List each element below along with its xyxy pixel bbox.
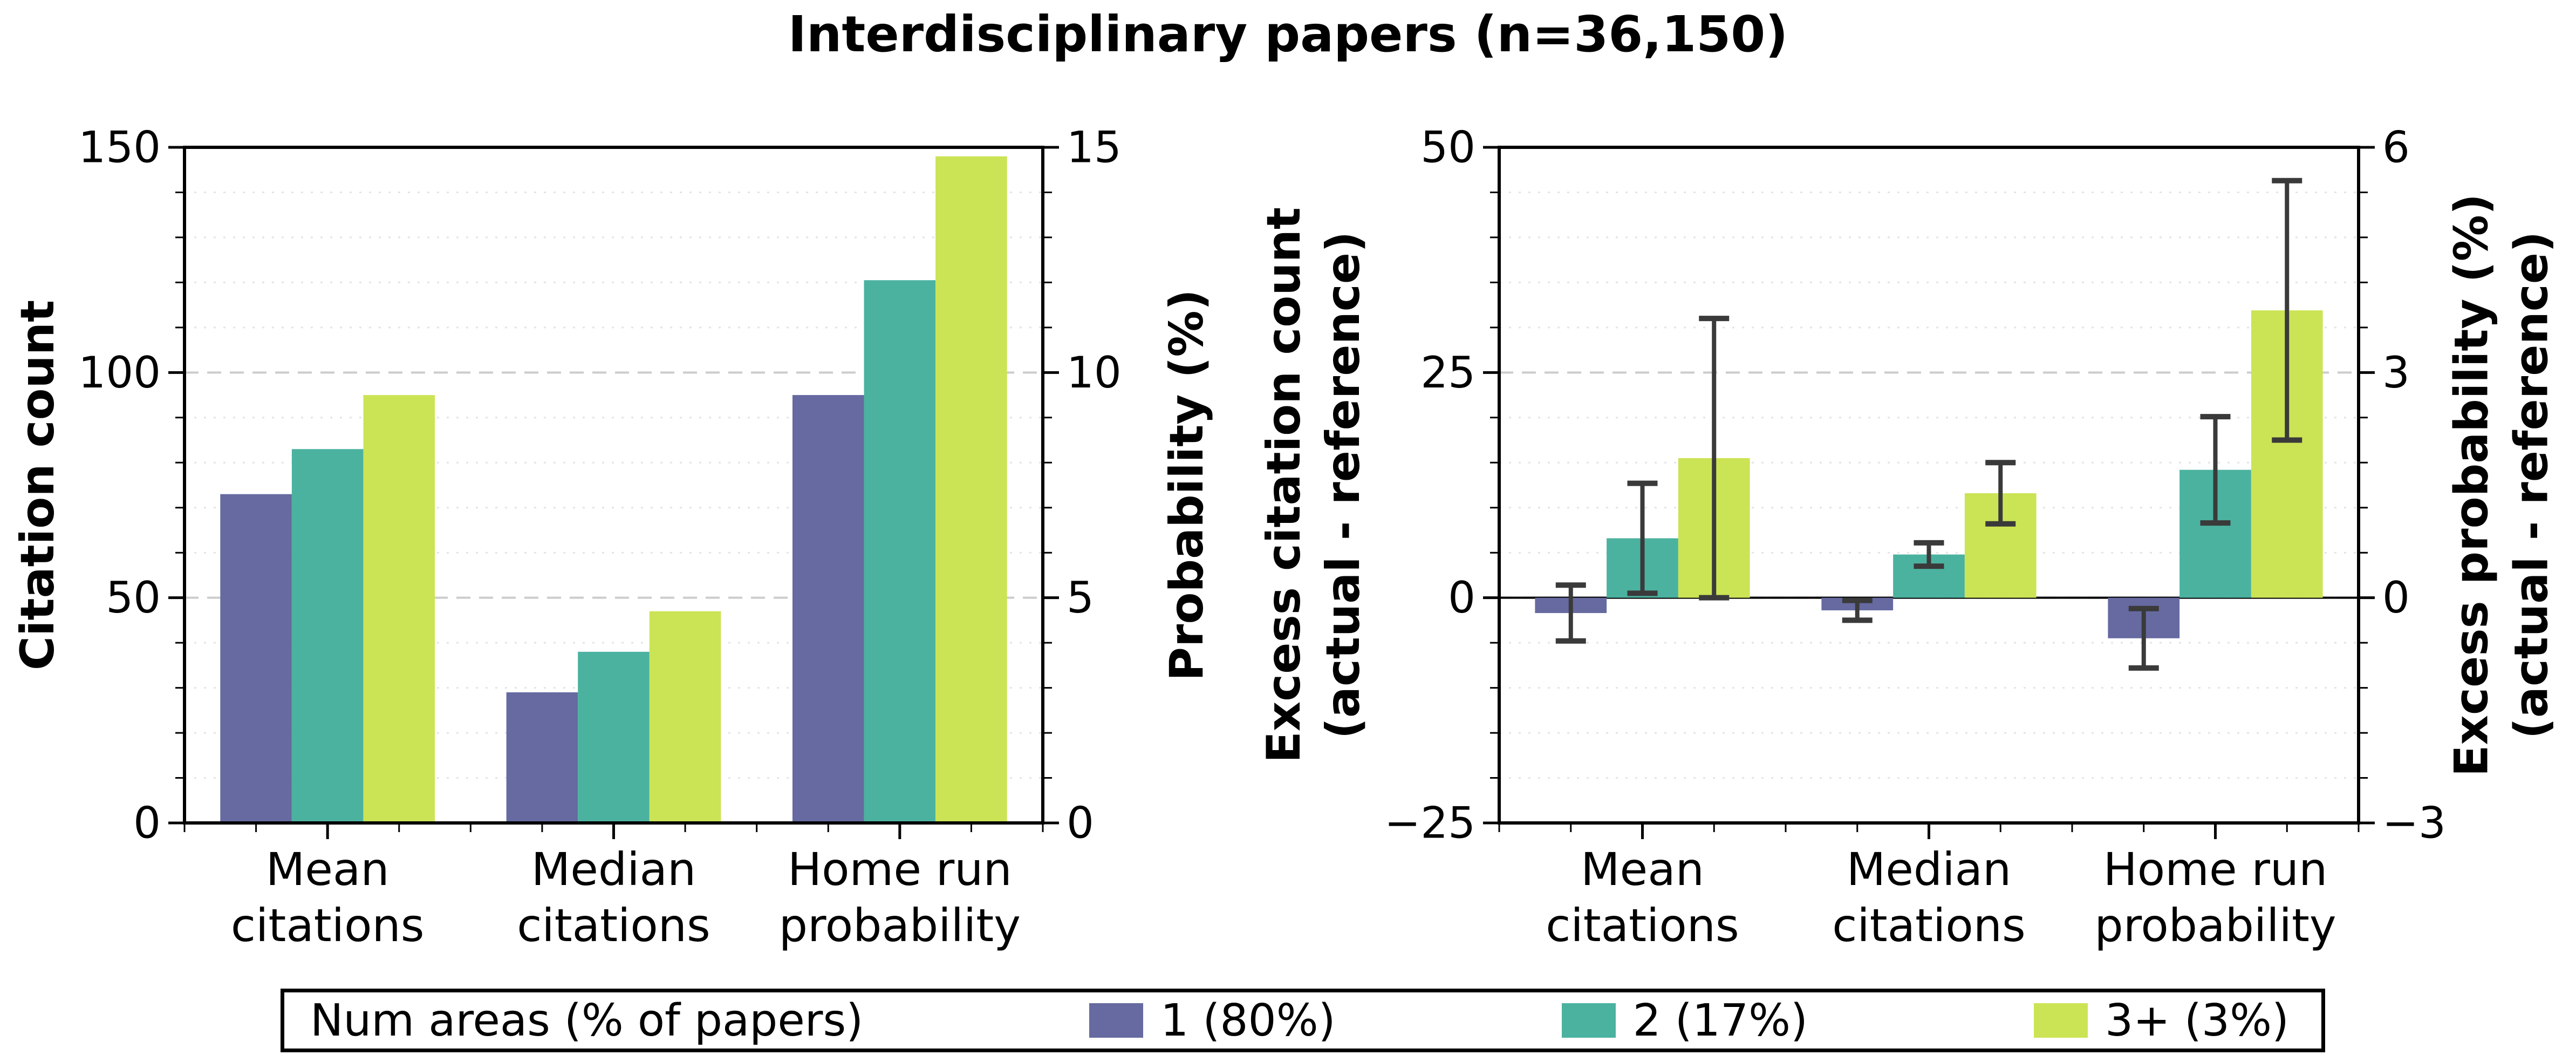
y-tick-label-right: 10	[1067, 348, 1122, 398]
y-axis-label-right: (actual - reference)	[2505, 232, 2559, 739]
y-axis-label-left: Citation count	[11, 300, 65, 670]
bar	[291, 449, 364, 823]
y-tick-label-left: 100	[78, 348, 161, 398]
y-tick-label-left: 150	[78, 122, 161, 173]
y-tick-label-left: 25	[1420, 348, 1475, 398]
x-category-label: citations	[1832, 899, 2026, 952]
x-category-label: Median	[531, 843, 696, 896]
x-category-label: Median	[1847, 843, 2012, 896]
x-category-label: citations	[231, 899, 425, 952]
x-category-label: Home run	[2103, 843, 2328, 896]
x-category-label: citations	[517, 899, 710, 952]
bar	[363, 395, 435, 823]
y-tick-label-right: 6	[2382, 122, 2410, 173]
legend-swatch-icon	[1089, 1003, 1144, 1038]
y-tick-label-left: 50	[1420, 122, 1475, 173]
figure-title: Interdisciplinary papers (n=36,150)	[788, 5, 1788, 63]
bar	[649, 611, 721, 823]
bar	[220, 494, 292, 823]
legend-item: 2 (17%)	[1561, 995, 1808, 1046]
y-tick-label-right: 15	[1067, 122, 1122, 173]
y-tick-label-left: 50	[106, 573, 161, 623]
bar	[578, 651, 650, 823]
x-category-label: citations	[1546, 899, 1739, 952]
legend-item-label: 2 (17%)	[1632, 995, 1808, 1046]
y-tick-label-right: 0	[2382, 573, 2410, 623]
y-tick-label-right: −3	[2382, 798, 2446, 848]
legend-item-label: 3+ (3%)	[2104, 995, 2289, 1046]
bar	[792, 395, 864, 823]
x-category-label: Mean	[1581, 843, 1704, 896]
bar	[506, 692, 578, 823]
legend-item: 1 (80%)	[1089, 995, 1336, 1046]
legend-swatch-icon	[2033, 1003, 2088, 1038]
y-tick-label-right: 5	[1067, 573, 1094, 623]
y-axis-label-right: Excess probability (%)	[2445, 194, 2499, 777]
legend-title: Num areas (% of papers)	[310, 995, 864, 1046]
y-tick-label-left: 0	[1448, 573, 1475, 623]
legend-box: Num areas (% of papers) 1 (80%) 2 (17%) 3+…	[281, 989, 2325, 1052]
bar	[864, 280, 936, 823]
legend-item-label: 1 (80%)	[1160, 995, 1336, 1046]
y-tick-label-left: −25	[1384, 798, 1475, 848]
y-tick-label-left: 0	[133, 798, 161, 848]
x-category-label: Mean	[266, 843, 390, 896]
x-category-label: probability	[779, 899, 1021, 952]
y-tick-label-right: 0	[1067, 798, 1094, 848]
y-axis-label-left: Excess citation count	[1257, 207, 1311, 763]
y-tick-label-right: 3	[2382, 348, 2410, 398]
x-category-label: probability	[2094, 899, 2336, 952]
legend-swatch-icon	[1561, 1003, 1616, 1038]
y-axis-label-left: (actual - reference)	[1316, 232, 1370, 739]
y-axis-label-right: Probability (%)	[1160, 289, 1214, 681]
x-category-label: Home run	[788, 843, 1012, 896]
legend-item: 3+ (3%)	[2033, 995, 2289, 1046]
bar	[935, 156, 1007, 823]
